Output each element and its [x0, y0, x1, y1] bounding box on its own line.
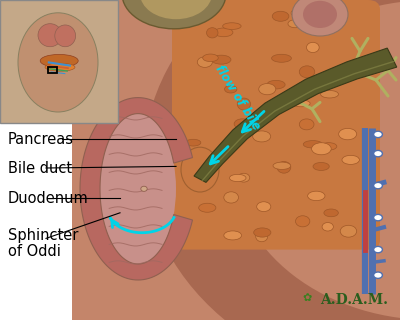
Ellipse shape [340, 225, 357, 237]
Ellipse shape [292, 0, 348, 36]
Ellipse shape [55, 25, 76, 47]
Ellipse shape [230, 174, 246, 182]
Ellipse shape [256, 231, 268, 242]
Text: Sphincter: Sphincter [8, 228, 78, 243]
Ellipse shape [100, 114, 176, 264]
Ellipse shape [272, 54, 291, 62]
Wedge shape [144, 0, 400, 320]
Text: Pancreas: Pancreas [8, 132, 74, 147]
Ellipse shape [237, 98, 250, 110]
Ellipse shape [305, 84, 318, 96]
FancyBboxPatch shape [172, 0, 380, 250]
FancyBboxPatch shape [72, 0, 400, 320]
Ellipse shape [224, 231, 242, 240]
Ellipse shape [306, 42, 319, 52]
Ellipse shape [303, 140, 322, 148]
Ellipse shape [214, 28, 233, 37]
Ellipse shape [288, 20, 302, 28]
Ellipse shape [272, 11, 289, 21]
Ellipse shape [235, 129, 253, 138]
Ellipse shape [321, 21, 332, 32]
Ellipse shape [321, 91, 338, 98]
Ellipse shape [197, 57, 212, 68]
Ellipse shape [299, 119, 314, 130]
Ellipse shape [259, 84, 276, 95]
Ellipse shape [267, 80, 285, 89]
Ellipse shape [296, 216, 310, 227]
Ellipse shape [374, 182, 382, 189]
Ellipse shape [324, 209, 338, 217]
Ellipse shape [140, 0, 212, 19]
Ellipse shape [273, 162, 291, 170]
Ellipse shape [257, 202, 271, 212]
Text: ✿: ✿ [302, 293, 311, 303]
Ellipse shape [322, 222, 333, 231]
Ellipse shape [122, 0, 226, 29]
Polygon shape [194, 48, 397, 182]
Ellipse shape [254, 228, 271, 237]
Ellipse shape [291, 9, 307, 17]
Ellipse shape [224, 85, 237, 93]
Ellipse shape [299, 66, 315, 78]
Text: of Oddi: of Oddi [8, 244, 61, 259]
Ellipse shape [141, 186, 147, 191]
Ellipse shape [181, 147, 219, 192]
Ellipse shape [308, 191, 325, 201]
Ellipse shape [345, 66, 356, 77]
Ellipse shape [190, 15, 206, 21]
Text: Duodenum: Duodenum [8, 191, 89, 206]
Ellipse shape [206, 28, 218, 38]
Ellipse shape [310, 83, 326, 91]
Text: A.D.A.M.: A.D.A.M. [320, 292, 388, 307]
FancyBboxPatch shape [0, 0, 118, 123]
Ellipse shape [40, 54, 78, 67]
Ellipse shape [339, 128, 357, 140]
Ellipse shape [277, 162, 291, 173]
Ellipse shape [212, 55, 231, 64]
Ellipse shape [253, 131, 271, 142]
Ellipse shape [320, 143, 337, 150]
Ellipse shape [374, 150, 382, 157]
Ellipse shape [234, 119, 251, 129]
Text: Bile duct: Bile duct [8, 161, 72, 175]
Ellipse shape [374, 272, 382, 278]
Text: flow of bile: flow of bile [213, 63, 263, 132]
Ellipse shape [297, 82, 314, 90]
Ellipse shape [374, 131, 382, 138]
Ellipse shape [303, 1, 337, 28]
Ellipse shape [18, 13, 98, 112]
Ellipse shape [203, 54, 218, 61]
Ellipse shape [224, 192, 238, 203]
Ellipse shape [292, 100, 310, 107]
Ellipse shape [374, 214, 382, 221]
Ellipse shape [38, 24, 62, 47]
Ellipse shape [374, 246, 382, 253]
Ellipse shape [312, 143, 331, 155]
Ellipse shape [342, 155, 359, 164]
Ellipse shape [186, 139, 201, 146]
Ellipse shape [238, 173, 250, 182]
Ellipse shape [45, 63, 75, 71]
Ellipse shape [313, 163, 329, 171]
Polygon shape [80, 98, 192, 280]
Ellipse shape [199, 203, 216, 212]
Ellipse shape [223, 23, 241, 29]
